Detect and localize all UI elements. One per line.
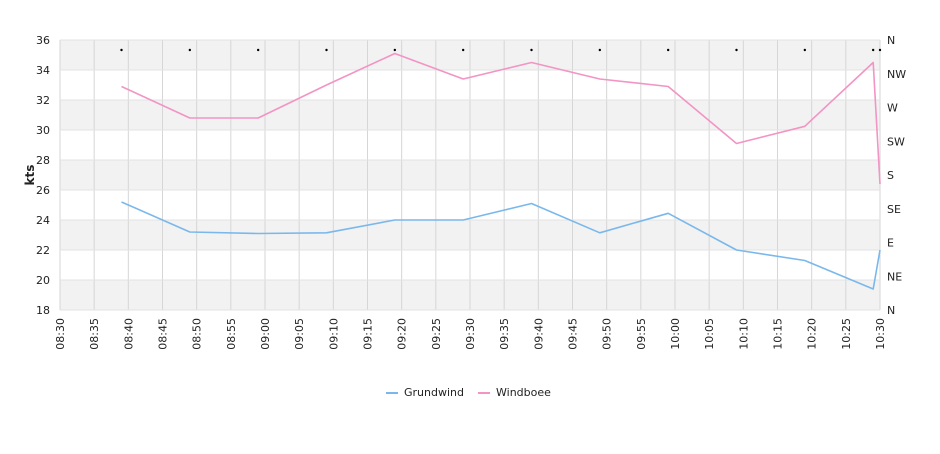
- x-tick-label: 10:25: [840, 318, 853, 350]
- legend-item-windboee[interactable]: Windboee: [478, 386, 551, 399]
- direction-marker: [120, 48, 123, 52]
- legend-label-windboee: Windboee: [496, 386, 551, 399]
- direction-marker: [598, 48, 602, 52]
- y-tick-label: 32: [36, 94, 50, 107]
- x-tick-label: 09:10: [327, 318, 340, 350]
- x-tick-label: 09:15: [362, 318, 375, 350]
- right-axis-label: W: [887, 102, 898, 115]
- x-tick-label: 09:35: [498, 318, 511, 350]
- y-tick-label: 30: [36, 124, 50, 137]
- x-tick-label: 10:20: [806, 318, 819, 350]
- x-axis-ticks: 08:30 08:35 08:40 08:45 08:50 08:55 09:00 09:05…: [54, 318, 887, 350]
- x-tick-label: 08:40: [122, 318, 135, 350]
- y-tick-label: 28: [36, 154, 50, 167]
- x-tick-label: 10:30: [874, 318, 887, 350]
- direction-marker: [461, 48, 465, 52]
- y-tick-label: 18: [36, 304, 50, 317]
- right-axis-ticks: N NW W SW S SE E NE N: [887, 34, 906, 317]
- right-axis-label: S: [887, 169, 894, 182]
- x-tick-label: 09:00: [259, 318, 272, 350]
- direction-marker: [188, 48, 192, 52]
- vertical-grid: [59, 40, 881, 310]
- direction-marker: [530, 48, 533, 52]
- direction-marker: [803, 48, 807, 52]
- legend-label-grundwind: Grundwind: [404, 386, 464, 399]
- right-axis-label: N: [887, 304, 895, 317]
- x-tick-label: 09:30: [464, 318, 477, 350]
- x-tick-label: 09:05: [293, 318, 306, 350]
- x-tick-label: 09:25: [430, 318, 443, 350]
- horizontal-grid: [60, 39, 880, 311]
- x-tick-label: 10:00: [669, 318, 682, 350]
- series-line-grundwind: [121, 201, 881, 290]
- x-tick-label: 09:50: [601, 318, 614, 350]
- x-tick-label: 09:45: [567, 318, 580, 350]
- direction-marker: [666, 48, 670, 52]
- x-tick-label: 09:55: [635, 318, 648, 350]
- direction-marker: [393, 48, 397, 52]
- direction-marker: [325, 48, 328, 52]
- y-tick-label: 24: [36, 214, 50, 227]
- x-tick-label: 08:30: [54, 318, 67, 350]
- x-tick-label: 10:15: [772, 318, 785, 350]
- series-lines: [121, 52, 881, 290]
- y-axis-ticks: 18 20 22 24 26 28 30 32 34 36: [36, 34, 50, 317]
- y-tick-label: 36: [36, 34, 50, 47]
- y-tick-label: 22: [36, 244, 50, 257]
- x-tick-label: 09:40: [532, 318, 545, 350]
- y-tick-label: 34: [36, 64, 50, 77]
- y-tick-label: 26: [36, 184, 50, 197]
- right-axis-label: SE: [887, 203, 901, 216]
- direction-marker: [256, 48, 260, 52]
- x-tick-label: 09:20: [396, 318, 409, 350]
- x-tick-label: 08:50: [191, 318, 204, 350]
- direction-markers: [120, 48, 882, 52]
- legend-swatch-windboee: [478, 391, 490, 394]
- right-axis-label: E: [887, 237, 894, 250]
- right-axis-label: N: [887, 34, 895, 47]
- series-line-windboee: [121, 52, 881, 185]
- x-tick-label: 08:35: [88, 318, 101, 350]
- y-axis-label: kts: [23, 165, 37, 186]
- x-tick-label: 10:05: [703, 318, 716, 350]
- legend-swatch-grundwind: [386, 391, 398, 394]
- direction-marker: [871, 48, 875, 52]
- direction-marker: [878, 48, 882, 52]
- right-axis-label: NW: [887, 68, 906, 81]
- right-axis-label: SW: [887, 135, 905, 148]
- y-tick-label: 20: [36, 274, 50, 287]
- direction-marker: [735, 48, 738, 52]
- right-axis-label: NE: [887, 270, 902, 283]
- x-tick-label: 10:10: [737, 318, 750, 350]
- x-tick-label: 08:45: [157, 318, 170, 350]
- x-tick-label: 08:55: [225, 318, 238, 350]
- legend-item-grundwind[interactable]: Grundwind: [386, 386, 464, 399]
